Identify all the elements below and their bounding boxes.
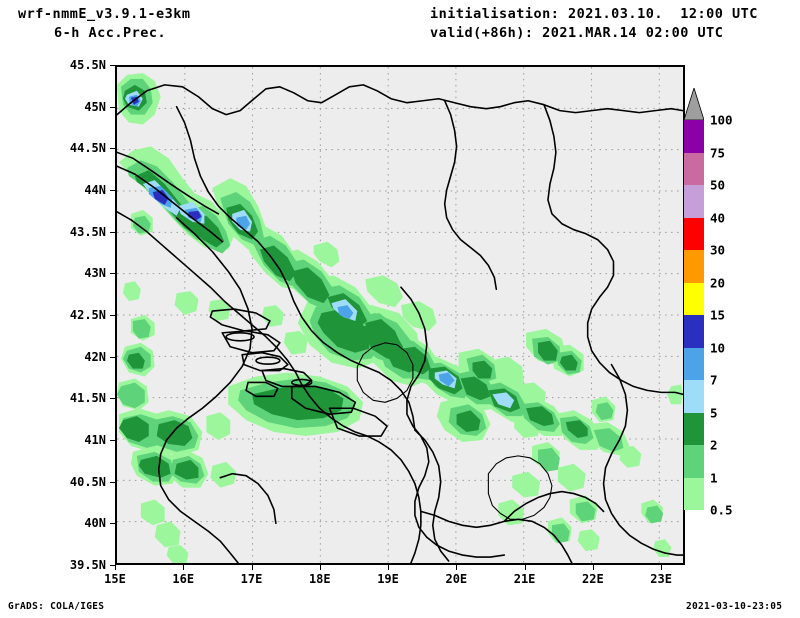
y-axis-label: 42.5N: [69, 308, 106, 322]
model-title: wrf-nmmE_v3.9.1-e3km: [18, 6, 191, 22]
x-axis-label: 16E: [172, 572, 195, 586]
y-axis-label: 41N: [84, 433, 106, 447]
initialisation-time: initialisation: 2021.03.10. 12:00 UTC: [430, 6, 758, 22]
colorbar-band: [684, 282, 704, 315]
x-axis-label: 15E: [104, 572, 126, 586]
colorbar-band: [684, 412, 704, 445]
colorbar-tick-label: 2: [710, 437, 718, 453]
y-axis-label: 45N: [84, 99, 106, 114]
colorbar-tick-label: 0.5: [710, 502, 733, 518]
y-axis-label: 41.5N: [69, 391, 106, 406]
y-tick: [110, 148, 115, 150]
precip-band-0p5: [117, 72, 683, 563]
y-tick: [110, 273, 115, 275]
colorbar-tick-label: 40: [710, 210, 726, 225]
x-axis-label: 21E: [513, 572, 536, 586]
colorbar-tick-label: 75: [710, 145, 726, 160]
render-timestamp: 2021-03-10-23:05: [686, 601, 783, 612]
x-tick: [319, 565, 321, 570]
colorbar-tick-label: 7: [710, 372, 718, 388]
x-axis-label: 17E: [240, 572, 263, 586]
x-tick: [524, 565, 526, 570]
x-axis-label: 23E: [650, 572, 672, 586]
y-tick: [110, 523, 115, 525]
precipitation-map[interactable]: [115, 65, 685, 565]
colorbar-tick-label: 30: [710, 242, 726, 258]
y-axis-label: 44N: [84, 183, 106, 197]
y-tick: [110, 440, 115, 441]
grads-credit: GrADS: COLA/IGES: [8, 601, 105, 612]
x-tick: [251, 565, 253, 570]
colorbar-band: [684, 250, 704, 283]
colorbar-band: [684, 185, 704, 218]
colorbar-tick-label: 1: [710, 470, 718, 485]
y-tick: [110, 398, 115, 400]
y-tick: [110, 315, 115, 316]
x-tick: [661, 565, 663, 570]
valid-time: valid(+86h): 2021.MAR.14 02:00 UTC: [430, 25, 724, 41]
colorbar-band: [684, 315, 704, 348]
x-tick: [183, 565, 185, 570]
y-tick: [110, 65, 115, 66]
colorbar-tick-label: 5: [710, 405, 718, 420]
x-tick: [456, 565, 458, 570]
x-axis-label: 22E: [582, 572, 604, 586]
x-tick: [115, 565, 116, 570]
coastlines: [117, 84, 683, 563]
colorbar-band: [684, 445, 704, 478]
x-axis-label: 19E: [377, 572, 399, 586]
colorbar-tick-label: 15: [710, 307, 726, 323]
y-axis-label: 43N: [84, 266, 106, 281]
y-axis-label: 42N: [84, 349, 106, 364]
y-axis-label: 40.5N: [69, 474, 106, 489]
colorbar-overflow-arrow: [684, 88, 704, 120]
field-title: 6-h Acc.Prec.: [54, 25, 167, 41]
x-tick: [592, 565, 594, 570]
map-canvas: [117, 67, 683, 563]
x-axis-label: 20E: [445, 572, 468, 586]
y-tick: [110, 190, 115, 191]
colorbar-tick-label: 100: [710, 112, 733, 128]
colorbar-tick-label: 50: [710, 177, 726, 193]
x-axis-label: 18E: [308, 572, 331, 586]
y-axis-label: 43.5N: [69, 224, 106, 239]
y-axis-label: 44.5N: [69, 141, 106, 156]
colorbar-band: [684, 120, 704, 153]
y-tick: [110, 356, 115, 358]
colorbar-band: [684, 380, 704, 413]
colorbar-tick-label: 20: [710, 275, 726, 290]
y-tick: [110, 565, 115, 566]
y-axis-label: 40N: [84, 516, 106, 531]
y-tick: [110, 231, 115, 233]
colorbar[interactable]: [684, 120, 704, 510]
y-axis-label: 45.5N: [69, 58, 106, 72]
y-tick: [110, 106, 115, 108]
y-axis-label: 39.5N: [69, 558, 106, 572]
colorbar-band: [684, 152, 704, 185]
colorbar-tick-label: 10: [710, 340, 726, 355]
colorbar-band: [684, 347, 704, 380]
gridlines: [117, 67, 683, 563]
x-tick: [388, 565, 390, 570]
colorbar-band: [684, 217, 704, 250]
colorbar-band: [684, 477, 704, 510]
y-tick: [110, 481, 115, 483]
